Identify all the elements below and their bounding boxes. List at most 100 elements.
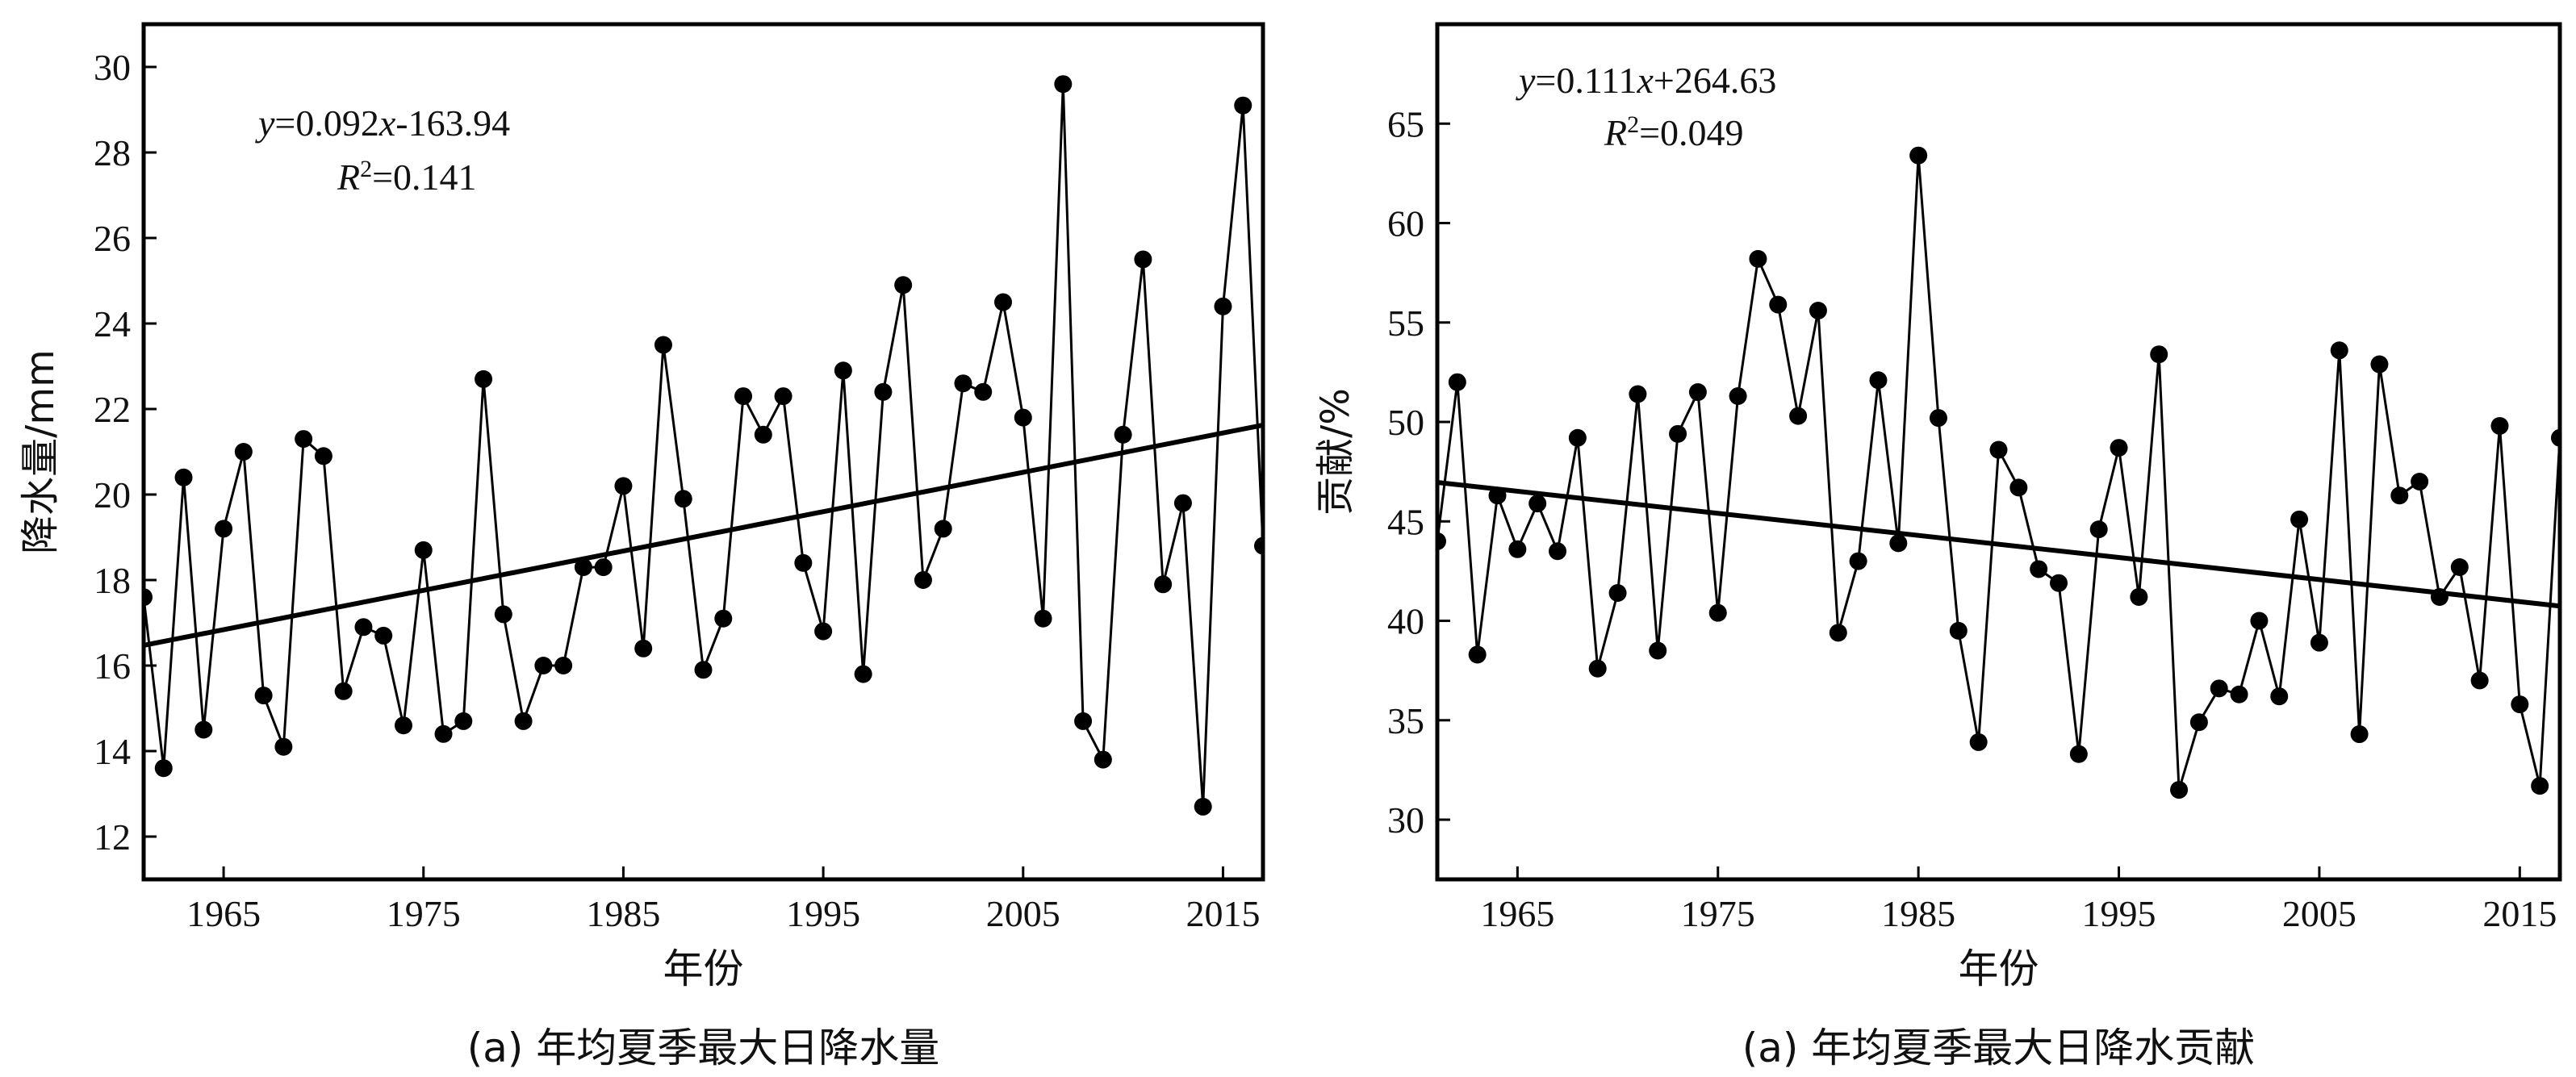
x-tick-label: 1975 [1681, 893, 1755, 934]
data-point [2350, 725, 2369, 744]
data-point [1094, 750, 1112, 769]
r-symbol: R [337, 157, 360, 198]
data-point [1114, 425, 1132, 444]
data-point [274, 737, 293, 756]
data-point [1769, 295, 1788, 314]
data-point [1809, 301, 1827, 319]
data-point [954, 374, 972, 393]
data-point [2411, 472, 2429, 490]
data-point [894, 276, 913, 294]
data-point [1488, 486, 1507, 505]
y-tick-label: 20 [94, 474, 131, 516]
equation-coef: =0.111 [1535, 60, 1637, 101]
panel-caption: (a) 年均夏季最大日降水贡献 [1742, 1025, 2256, 1071]
r-squared-label: R2=0.141 [337, 156, 477, 198]
data-point [394, 716, 412, 735]
data-point [354, 618, 373, 637]
equation-coef: =0.092 [274, 102, 378, 144]
data-point [1669, 424, 1687, 443]
data-point [454, 712, 473, 730]
data-point [2490, 416, 2509, 435]
r-superscript: 2 [360, 156, 372, 182]
regression-equation: y=0.111x+264.63 [1516, 60, 1776, 101]
data-point [2270, 687, 2289, 706]
data-point [974, 382, 993, 401]
data-point [2370, 355, 2389, 374]
y-tick-label: 30 [94, 47, 131, 88]
data-point [414, 541, 433, 559]
data-point [1849, 552, 1867, 570]
data-point [2531, 777, 2549, 795]
data-point [2170, 781, 2189, 799]
contribution-plot-area: 30 35 40 45 50 55 60 65 1965 1975 1985 1995 2005 2015 [1387, 22, 2562, 934]
data-point [1254, 536, 1263, 555]
data-point [1549, 542, 1567, 561]
data-point [514, 712, 533, 730]
data-point [174, 468, 193, 486]
regression-equation: y=0.092x-163.94 [255, 102, 510, 144]
data-point [1173, 494, 1192, 512]
data-point [934, 520, 952, 538]
data-point [475, 369, 493, 388]
x-tick-label: 1985 [1881, 893, 1955, 934]
data-point [1729, 386, 1747, 405]
data-point [734, 387, 753, 406]
data-point [254, 687, 273, 705]
x-tick-label: 1985 [586, 893, 660, 934]
y-tick-label: 18 [94, 560, 131, 601]
data-point [1869, 371, 1888, 390]
data-point [2050, 574, 2068, 592]
x-tick-label: 1995 [2082, 893, 2156, 934]
y-tick-label: 12 [94, 816, 131, 858]
data-point [1989, 440, 2008, 459]
x-tick-label: 2005 [986, 893, 1060, 934]
data-point [1949, 621, 1968, 640]
data-point [874, 382, 893, 401]
equation-x: x [1636, 60, 1654, 101]
y-tick-label: 45 [1387, 501, 1424, 542]
data-point [854, 665, 872, 683]
data-point [1528, 495, 1547, 513]
y-tick-label: 14 [94, 731, 131, 772]
data-point [144, 588, 153, 607]
y-tick-label: 24 [94, 303, 131, 344]
x-tick-label: 1965 [1480, 893, 1554, 934]
data-point [1014, 408, 1032, 427]
equation-y: y [255, 102, 275, 144]
data-point [215, 520, 233, 538]
data-point [314, 447, 332, 465]
data-point [1629, 385, 1647, 403]
data-point [2189, 713, 2208, 732]
y-tick-label: 35 [1387, 700, 1424, 741]
data-point [1649, 641, 1667, 660]
data-point [1608, 584, 1627, 603]
data-point [1789, 407, 1808, 425]
data-point [1588, 659, 1607, 678]
equation-x: x [378, 102, 396, 144]
y-tick-label: 40 [1387, 601, 1424, 642]
data-point [574, 558, 592, 577]
y-tick-label: 50 [1387, 402, 1424, 443]
r-squared-value: =0.049 [1639, 112, 1743, 153]
data-point [194, 720, 213, 739]
trend-line [1437, 480, 2560, 609]
r-symbol: R [1604, 112, 1627, 153]
equation-y: y [1516, 60, 1536, 101]
y-tick-label: 28 [94, 132, 131, 173]
data-point [1829, 624, 1847, 642]
data-point [554, 657, 573, 674]
data-point [1909, 146, 1928, 165]
data-point [814, 622, 833, 641]
data-point [234, 443, 253, 461]
series-group [1437, 146, 2560, 799]
data-point [434, 724, 453, 743]
x-tick-label: 1975 [387, 893, 461, 934]
data-point [1234, 96, 1252, 115]
data-point [2330, 341, 2348, 360]
y-tick-label: 26 [94, 218, 131, 259]
x-tick-label: 1965 [186, 893, 261, 934]
data-point [2390, 486, 2409, 505]
data-point [2470, 671, 2489, 690]
data-point [2210, 679, 2228, 698]
